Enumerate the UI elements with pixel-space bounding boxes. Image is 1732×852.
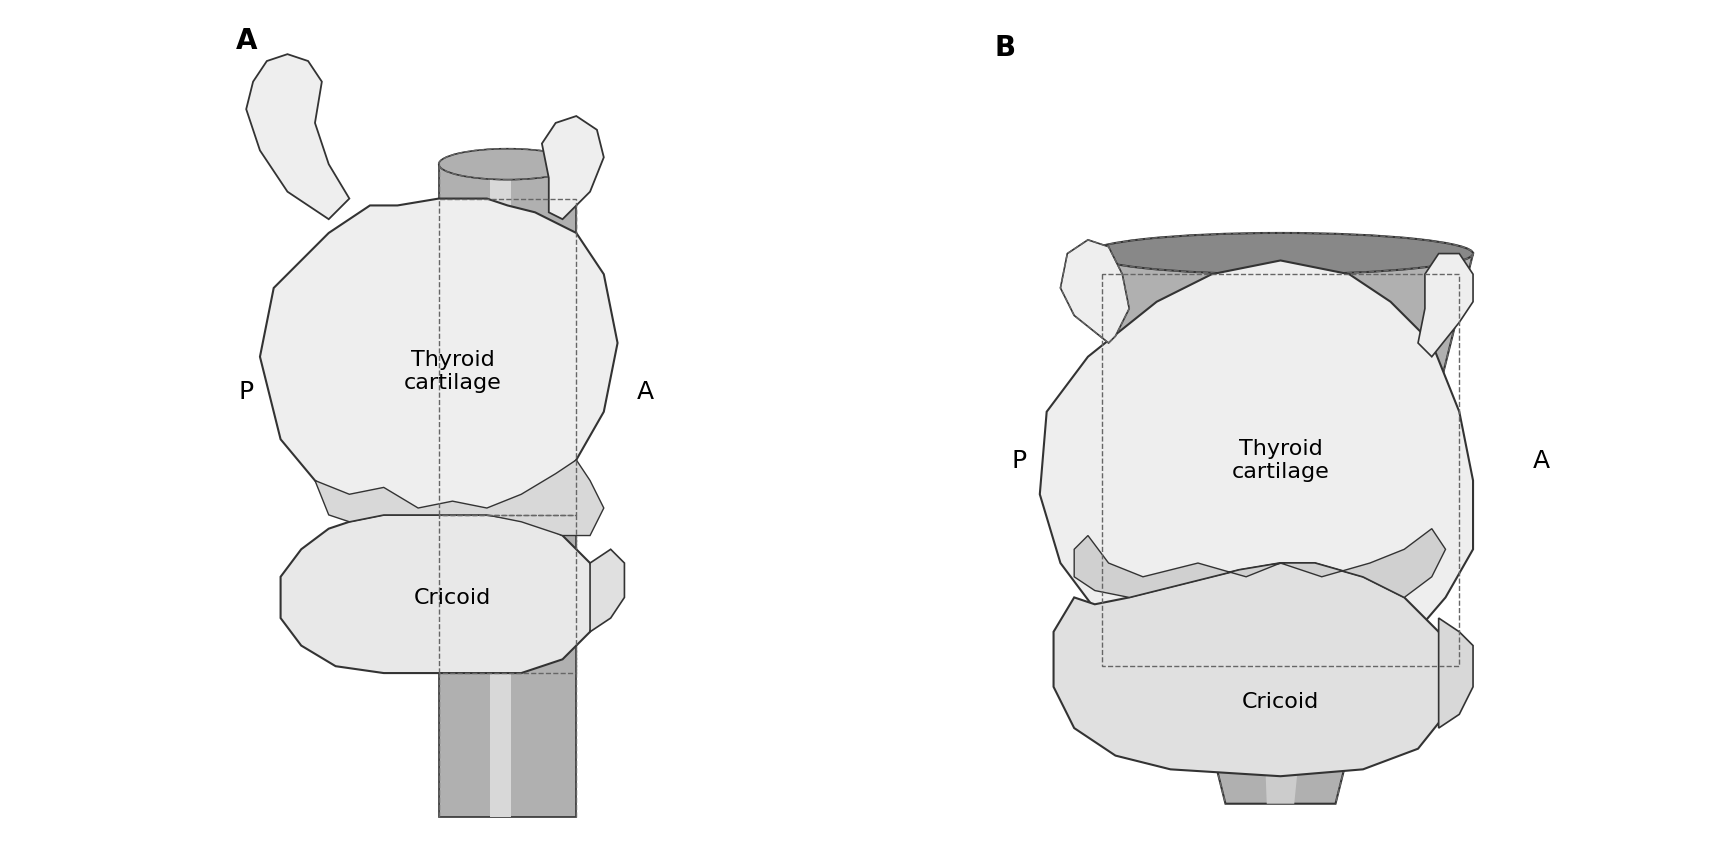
Text: A: A bbox=[236, 27, 256, 55]
Text: Cricoid: Cricoid bbox=[414, 588, 490, 607]
Text: B: B bbox=[994, 34, 1015, 62]
Polygon shape bbox=[281, 515, 603, 673]
Polygon shape bbox=[1417, 254, 1472, 357]
Text: A: A bbox=[1533, 448, 1550, 472]
Text: P: P bbox=[239, 380, 253, 404]
Polygon shape bbox=[246, 55, 350, 220]
Polygon shape bbox=[542, 117, 603, 220]
Polygon shape bbox=[1074, 529, 1444, 598]
Polygon shape bbox=[315, 460, 603, 536]
Polygon shape bbox=[438, 165, 577, 818]
Polygon shape bbox=[1039, 262, 1472, 680]
Ellipse shape bbox=[438, 150, 577, 181]
Polygon shape bbox=[260, 199, 617, 529]
Polygon shape bbox=[1060, 240, 1129, 343]
Polygon shape bbox=[1438, 619, 1472, 728]
Text: Thyroid
cartilage: Thyroid cartilage bbox=[404, 349, 501, 393]
Polygon shape bbox=[1053, 563, 1451, 776]
Text: Cricoid: Cricoid bbox=[1242, 691, 1318, 711]
Polygon shape bbox=[490, 165, 511, 818]
Polygon shape bbox=[1245, 254, 1349, 803]
Text: Thyroid
cartilage: Thyroid cartilage bbox=[1231, 439, 1328, 482]
Ellipse shape bbox=[1088, 233, 1472, 275]
Polygon shape bbox=[1088, 254, 1472, 803]
Polygon shape bbox=[589, 550, 624, 632]
Text: P: P bbox=[1011, 448, 1025, 472]
Text: A: A bbox=[636, 380, 653, 404]
